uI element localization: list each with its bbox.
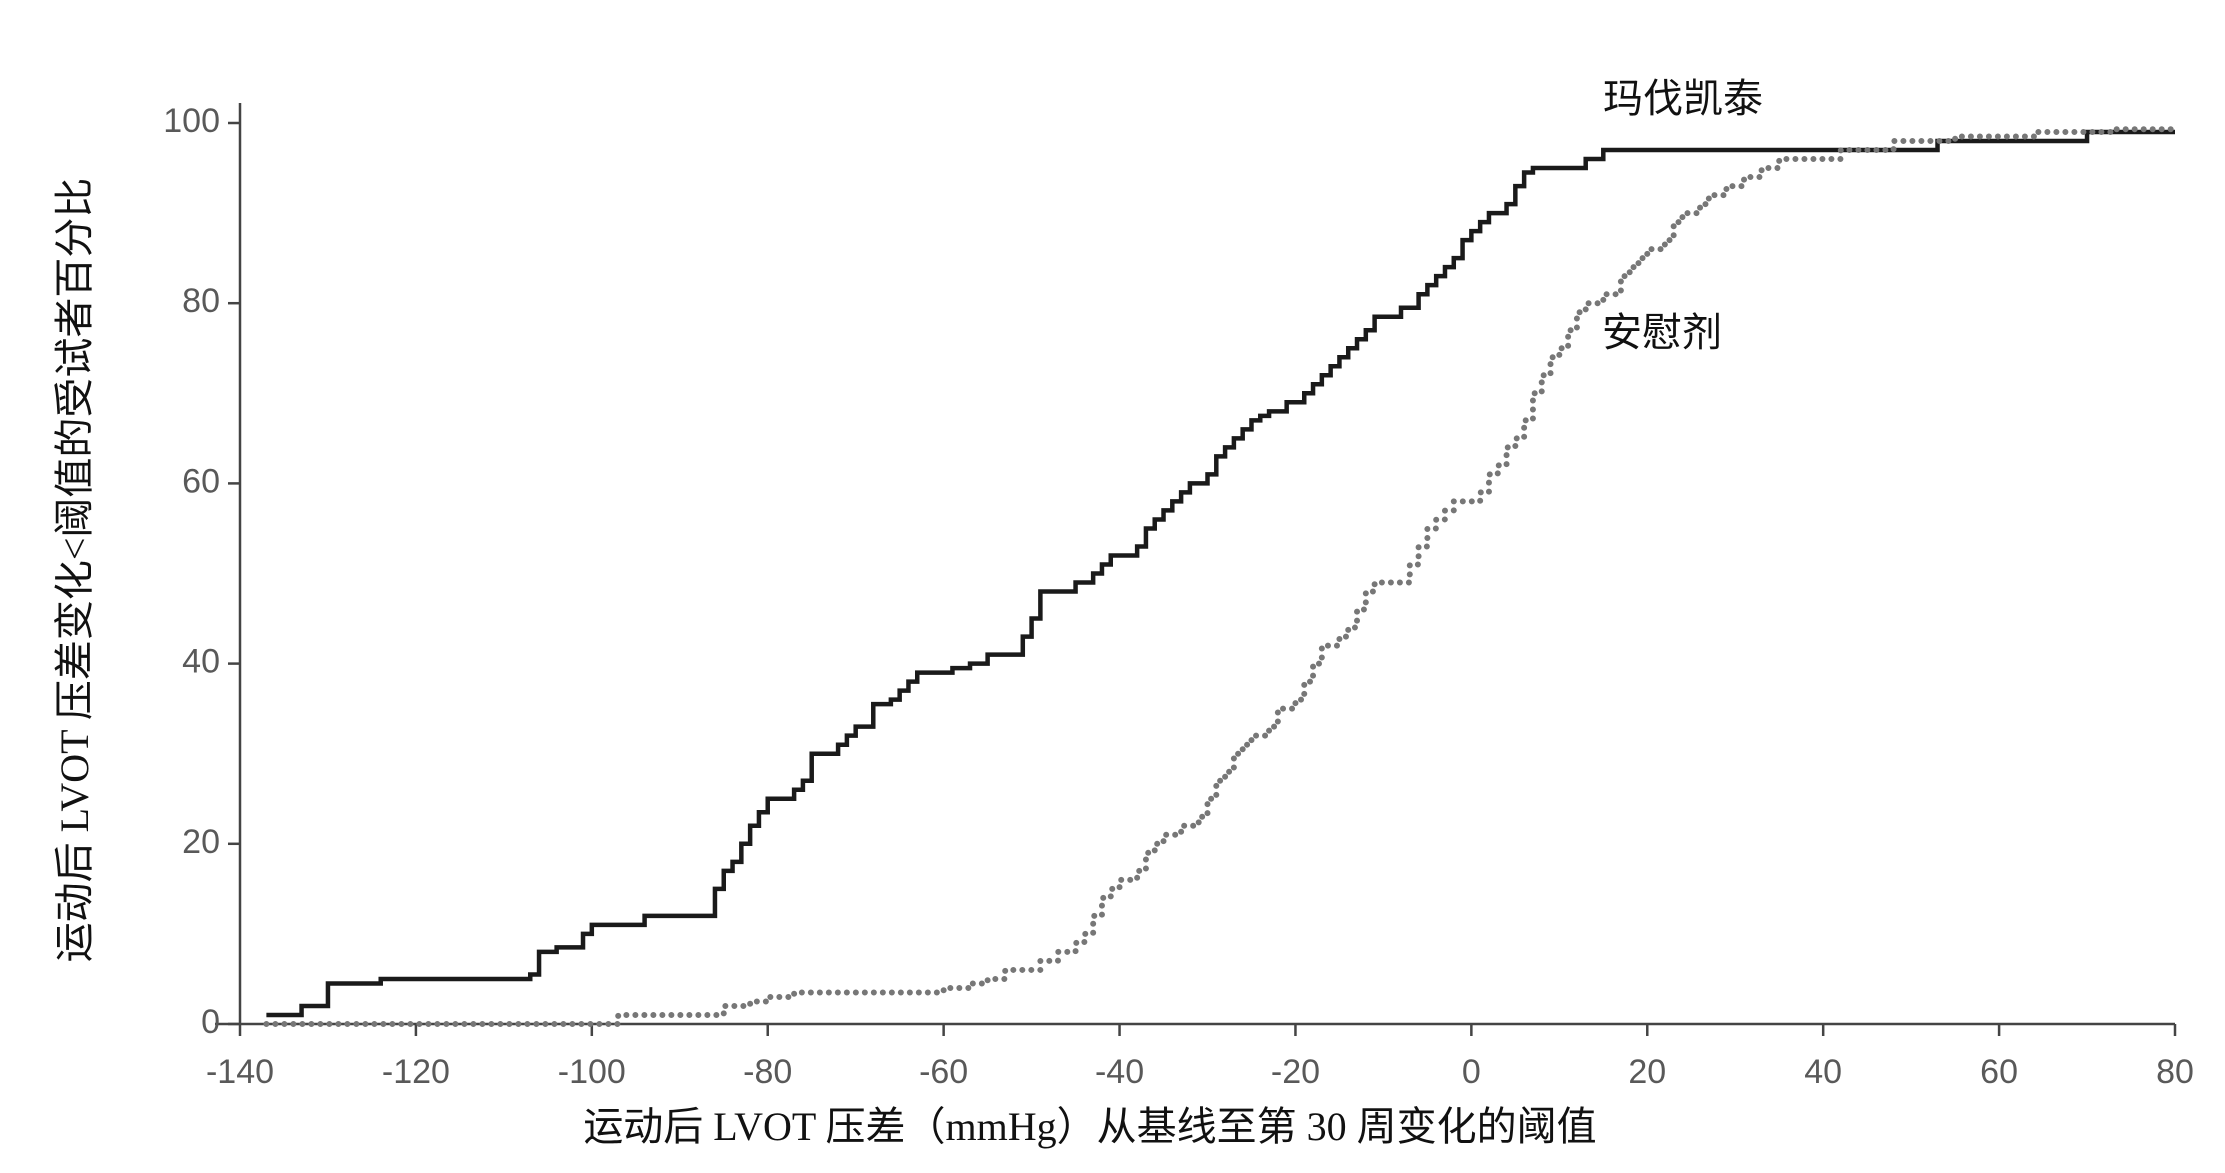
x-tick-label: 80 — [2156, 1053, 2194, 1091]
y-tick-label: 40 — [182, 643, 220, 681]
y-axis-title: 运动后 LVOT 压差变化<阈值的受试者百分比 — [52, 178, 97, 963]
series-label: 玛伐凯泰 — [1603, 77, 1763, 121]
y-tick-label: 20 — [182, 823, 220, 861]
y-tick-label: 80 — [182, 282, 220, 320]
x-tick-label: 60 — [1980, 1053, 2018, 1091]
series-line — [263, 126, 2178, 1027]
x-tick-label: 20 — [1628, 1053, 1666, 1091]
x-tick-label: -140 — [206, 1053, 274, 1091]
y-tick-label: 60 — [182, 462, 220, 500]
x-tick-label: 40 — [1804, 1053, 1842, 1091]
y-tick-label: 0 — [201, 1003, 220, 1041]
y-tick-label: 100 — [163, 102, 220, 140]
series-label: 安慰剂 — [1602, 311, 1722, 355]
x-tick-label: -120 — [382, 1053, 450, 1091]
series-line — [266, 129, 2175, 1018]
x-axis-title: 运动后 LVOT 压差（mmHg）从基线至第 30 周变化的阈值 — [583, 1104, 1596, 1149]
x-tick-label: -100 — [558, 1053, 626, 1091]
x-tick-label: 0 — [1462, 1053, 1481, 1091]
x-tick-label: -40 — [1095, 1053, 1144, 1091]
x-tick-label: -80 — [743, 1053, 792, 1091]
x-tick-label: -60 — [919, 1053, 968, 1091]
x-tick-label: -20 — [1271, 1053, 1320, 1091]
